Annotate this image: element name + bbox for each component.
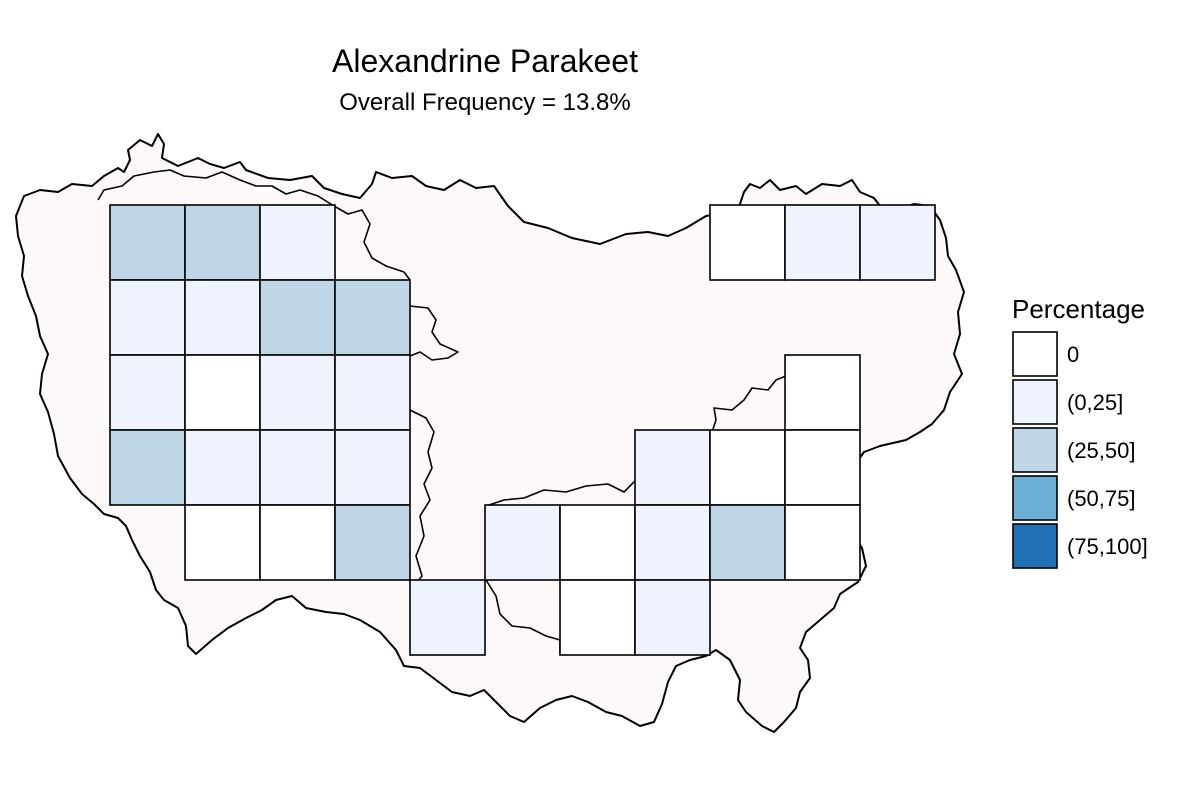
grid-cell [709,429,786,506]
grid-cell [484,504,561,581]
grid-cell [409,579,486,656]
legend-title: Percentage [1012,294,1145,324]
legend: Percentage 0 (0,25] (25,50] (50,75] (75,100] [1012,294,1148,569]
legend-label: (50,75] [1067,486,1136,511]
grid-cell [259,279,336,356]
legend-swatch [1012,523,1058,569]
map-title: Alexandrine Parakeet [332,43,638,79]
grid-cell [634,579,711,656]
grid-cell [259,429,336,506]
legend-swatch [1012,331,1058,377]
internal-boundary-north [97,169,411,281]
grid-cell [334,354,411,431]
grid-layer [109,204,936,656]
grid-cell [334,504,411,581]
legend-label: 0 [1067,342,1079,367]
grid-cell [709,204,786,281]
grid-cell [784,204,861,281]
grid-cell [634,429,711,506]
grid-cell [184,204,261,281]
grid-cell [859,204,936,281]
grid-cell [109,204,186,281]
grid-cell [184,354,261,431]
grid-cell [259,204,336,281]
grid-cell [259,504,336,581]
grid-cell [559,579,636,656]
legend-swatch [1012,475,1058,521]
grid-cell [784,429,861,506]
grid-cell [259,354,336,431]
internal-boundary-south [409,409,435,591]
grid-cell [184,504,261,581]
grid-cell [109,279,186,356]
map-subtitle: Overall Frequency = 13.8% [339,89,630,116]
legend-label: (25,50] [1067,438,1136,463]
grid-cell [334,279,411,356]
grid-cell [109,354,186,431]
grid-cell [709,504,786,581]
grid-cell [559,504,636,581]
internal-boundary-central [711,375,787,433]
grid-cell [784,504,861,581]
grid-cell [334,429,411,506]
grid-cell [184,429,261,506]
internal-boundary-east [485,468,637,507]
legend-swatch [1012,379,1058,425]
grid-cell [109,429,186,506]
legend-label: (75,100] [1067,534,1148,559]
internal-boundary-southeast [485,579,561,654]
grid-cell [634,504,711,581]
internal-boundary-river [409,305,459,361]
grid-cell [784,354,861,431]
legend-swatch [1012,427,1058,473]
legend-label: (0,25] [1067,390,1123,415]
grid-cell [184,279,261,356]
